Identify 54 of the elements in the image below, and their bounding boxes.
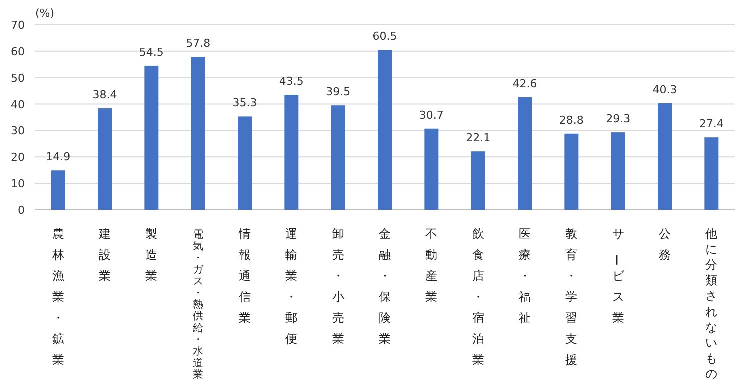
bar bbox=[378, 50, 392, 210]
y-tick-label: 30 bbox=[11, 124, 25, 138]
x-tick-label: 医療・福祉 bbox=[519, 227, 531, 325]
y-tick-label: 50 bbox=[11, 72, 25, 85]
data-label: 27.4 bbox=[699, 118, 724, 131]
bar bbox=[51, 170, 66, 210]
data-label: 28.8 bbox=[559, 114, 584, 127]
data-label: 39.5 bbox=[326, 86, 351, 99]
bar bbox=[564, 134, 579, 210]
x-tick-label: 金融・保険業 bbox=[379, 227, 391, 346]
bar bbox=[424, 128, 439, 210]
y-tick-label: 0 bbox=[18, 204, 25, 217]
x-tick-label: 運輸業・郵便 bbox=[286, 227, 298, 346]
bar bbox=[98, 108, 112, 210]
bar bbox=[144, 66, 159, 210]
bar bbox=[518, 97, 532, 210]
y-tick-label: 20 bbox=[11, 151, 25, 164]
x-tick-label: 卸売・小売業 bbox=[332, 227, 344, 346]
y-tick-label: 70 bbox=[11, 19, 25, 32]
x-tick-label: サービス業 bbox=[609, 227, 626, 325]
data-label: 40.3 bbox=[652, 83, 678, 96]
data-label: 29.3 bbox=[606, 112, 631, 126]
bar bbox=[658, 103, 672, 210]
bar bbox=[471, 152, 486, 210]
bar bbox=[331, 106, 346, 210]
data-label: 60.5 bbox=[372, 30, 398, 44]
category-label: 他に分類されないもの bbox=[706, 227, 718, 381]
x-tick-label: 不動産業 bbox=[426, 227, 438, 304]
y-tick-label: 10 bbox=[11, 178, 25, 191]
data-label: 22.1 bbox=[466, 132, 491, 145]
x-tick-label: 情報通信業 bbox=[238, 227, 251, 325]
category-label: 電気・ガス・熱供給・水道業 bbox=[192, 228, 204, 381]
data-label: 14.9 bbox=[46, 150, 71, 164]
bar bbox=[611, 132, 626, 210]
bar bbox=[191, 57, 206, 210]
data-label: 57.8 bbox=[186, 37, 211, 50]
y-axis-title: (%) bbox=[35, 7, 55, 20]
bar bbox=[238, 116, 252, 210]
x-tick-label: 教育・学習支援 bbox=[566, 227, 578, 367]
data-label: 54.5 bbox=[139, 46, 164, 59]
x-tick-label: 公務 bbox=[659, 227, 671, 262]
x-tick-label: 建設業 bbox=[98, 227, 111, 283]
data-label: 38.4 bbox=[92, 88, 118, 102]
data-label: 30.7 bbox=[419, 108, 444, 122]
x-tick-label: 飲食店・宿泊業 bbox=[472, 227, 484, 367]
bar bbox=[704, 138, 719, 210]
bar bbox=[284, 95, 299, 210]
y-tick-label: 40 bbox=[11, 98, 25, 112]
x-tick-label: 農林漁業・鉱業 bbox=[51, 227, 64, 367]
data-label: 35.3 bbox=[232, 96, 258, 110]
data-label: 43.5 bbox=[279, 75, 304, 88]
data-label: 42.6 bbox=[512, 77, 538, 90]
x-tick-label: 製造業 bbox=[146, 227, 158, 283]
y-tick-label: 60 bbox=[11, 45, 25, 58]
